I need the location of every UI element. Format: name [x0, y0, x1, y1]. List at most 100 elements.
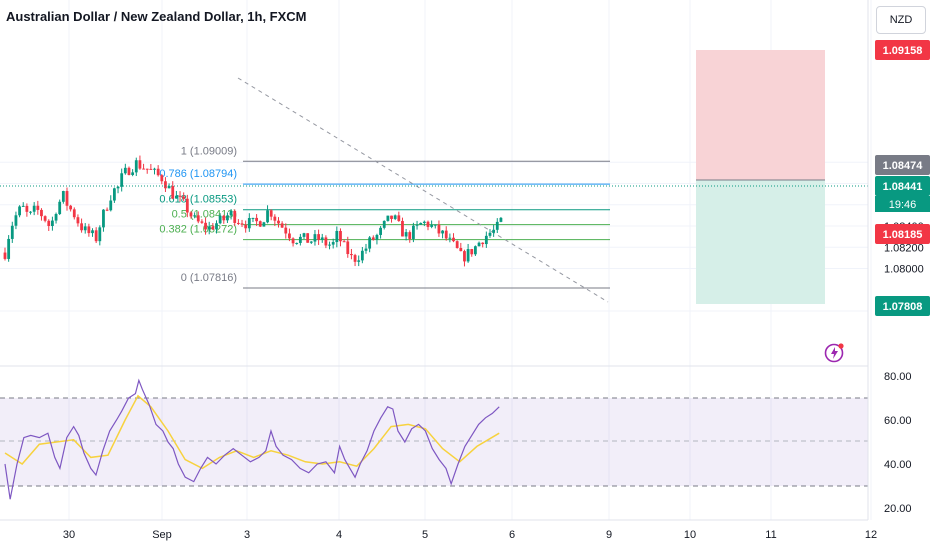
candle-body: [422, 221, 426, 223]
price-candles: [3, 155, 503, 267]
candle-body: [54, 214, 58, 221]
price-badge-text: 1.08474: [883, 160, 924, 172]
candle-body: [488, 232, 492, 236]
candle-body: [320, 237, 324, 240]
candle-body: [29, 211, 32, 213]
time-tick-label: 11: [765, 529, 776, 541]
currency-selector[interactable]: NZD: [876, 6, 926, 34]
rsi-tick-label: 60.00: [884, 415, 912, 427]
candle-body: [433, 224, 437, 226]
time-tick-label: Sep: [152, 529, 172, 541]
candle-body: [492, 229, 496, 233]
candle-body: [80, 223, 83, 231]
candle-body: [236, 222, 240, 224]
candle-body: [174, 195, 178, 199]
candle-body: [105, 209, 109, 211]
candle-body: [156, 168, 160, 176]
candle-body: [360, 250, 364, 261]
candle-body: [353, 255, 357, 262]
candle-body: [21, 205, 25, 207]
candle-body: [401, 220, 404, 237]
rsi-axis[interactable]: 80.00 60.00 40.00 20.00: [884, 371, 912, 515]
rsi-line: [4, 378, 500, 500]
candle-body: [368, 237, 372, 249]
rsi-tick-label: 80.00: [884, 371, 912, 383]
fib-level-label: 0.786 (1.08794): [159, 168, 237, 180]
lightning-icon[interactable]: [824, 343, 844, 363]
chart-title: Australian Dollar / New Zealand Dollar, …: [6, 9, 307, 24]
fib-level-label: 0.382 (1.08272): [159, 224, 237, 236]
candle-body: [138, 160, 142, 169]
candle-body: [306, 233, 310, 243]
candle-body: [72, 209, 76, 218]
candle-body: [247, 218, 251, 229]
candle-body: [302, 233, 306, 237]
fib-level-label: 1 (1.09009): [181, 145, 237, 157]
candle-body: [430, 224, 434, 227]
candle-body: [317, 234, 320, 240]
candle-body: [185, 198, 189, 213]
candle-body: [229, 210, 233, 216]
candle-body: [459, 247, 463, 252]
candle-body: [127, 167, 131, 175]
candle-body: [390, 215, 393, 219]
candle-body: [215, 223, 218, 230]
candle-body: [43, 216, 47, 221]
candle-body: [14, 215, 18, 226]
candle-body: [32, 205, 36, 212]
candle-body: [328, 244, 331, 246]
time-tick-label: 9: [606, 529, 612, 541]
candle-body: [277, 220, 280, 224]
rsi-band-fill: [0, 398, 868, 486]
candle-body: [273, 216, 277, 221]
candle-body: [218, 215, 222, 224]
candle-body: [419, 222, 423, 225]
candle-body: [178, 195, 182, 197]
candle-body: [379, 227, 382, 235]
time-tick-label: 10: [684, 529, 696, 541]
stop-loss-zone[interactable]: [696, 50, 825, 180]
take-profit-zone[interactable]: [696, 180, 825, 304]
price-badge-text: 1.08185: [883, 229, 923, 241]
time-tick-label: 5: [422, 529, 428, 541]
rsi-tick-label: 20.00: [884, 503, 912, 515]
candle-body: [98, 227, 102, 242]
candle-body: [182, 196, 186, 199]
candle-body: [495, 221, 499, 230]
candle-body: [120, 173, 124, 187]
price-badge-fib_low: [875, 224, 930, 244]
rsi-ma-line: [4, 394, 500, 470]
candle-body: [466, 249, 470, 262]
candle-body: [112, 188, 116, 201]
candle-body: [404, 232, 408, 237]
candle-body: [291, 238, 295, 244]
price-badges: 1.09158 1.08474 1.08441 1.08185 1.07808 19:46: [875, 40, 930, 316]
price-badge-stop: [875, 40, 930, 60]
candle-body: [357, 260, 361, 262]
candle-body: [266, 210, 269, 223]
candle-body: [25, 205, 29, 212]
candle-body: [51, 220, 54, 227]
candle-body: [288, 233, 291, 239]
candle-body: [171, 186, 175, 199]
candle-body: [444, 230, 448, 239]
candle-body: [499, 217, 503, 222]
candle-body: [448, 237, 452, 239]
time-tick-label: 4: [336, 529, 342, 541]
candle-body: [40, 209, 43, 217]
candle-body: [284, 227, 288, 234]
time-axis[interactable]: 30 Sep 3 4 5 6 9 10 11 12: [63, 529, 877, 541]
candle-body: [226, 215, 229, 221]
fib-trend-line: [237, 77, 609, 303]
candle-body: [346, 241, 350, 255]
candle-body: [7, 238, 11, 259]
candle-body: [94, 230, 98, 242]
time-tick-label: 6: [509, 529, 515, 541]
candle-body: [350, 254, 353, 256]
candle-body: [437, 224, 441, 234]
candle-body: [313, 234, 317, 242]
candle-body: [386, 215, 390, 221]
candle-body: [123, 167, 127, 174]
rsi-tick-label: 40.00: [884, 459, 912, 471]
